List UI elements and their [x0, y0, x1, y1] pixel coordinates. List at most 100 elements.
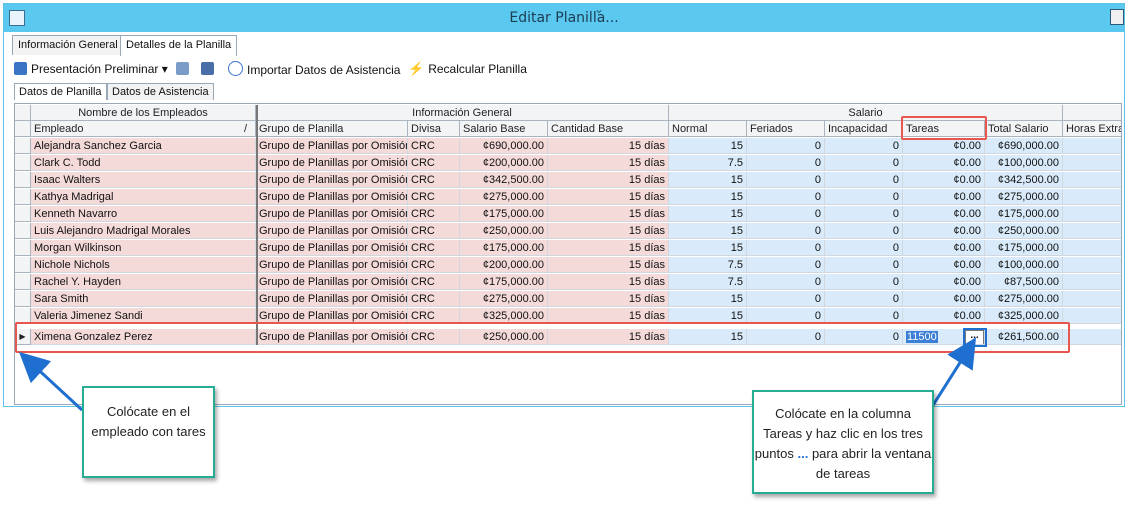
cell-incapacidad[interactable]: 0 — [825, 189, 903, 205]
selected-row-indicator-icon[interactable]: ▶ — [15, 329, 31, 345]
cell-empleado[interactable]: Kathya Madrigal — [31, 189, 256, 205]
cell-tareas[interactable]: ¢0.00 — [903, 291, 985, 307]
cell-feriados[interactable]: 0 — [747, 240, 825, 256]
row-header[interactable] — [15, 257, 31, 273]
cell-salario-base[interactable]: ¢175,000.00 — [460, 206, 548, 222]
cell-horas-extra[interactable] — [1063, 274, 1121, 290]
cell-horas-extra[interactable] — [1063, 206, 1121, 222]
cell-salario-base[interactable]: ¢175,000.00 — [460, 274, 548, 290]
cell-empleado[interactable]: Morgan Wilkinson — [31, 240, 256, 256]
cell-grupo[interactable]: Grupo de Planillas por Omisión — [256, 223, 408, 239]
cell-grupo[interactable]: Grupo de Planillas por Omisión — [256, 206, 408, 222]
selected-cell-horas-extra[interactable] — [1063, 329, 1121, 345]
cell-total-salario[interactable]: ¢100,000.00 — [985, 155, 1063, 171]
selected-cell-divisa[interactable]: CRC — [408, 329, 460, 345]
cell-horas-extra[interactable] — [1063, 308, 1121, 324]
cell-cantidad-base[interactable]: 15 días — [548, 274, 669, 290]
cell-empleado[interactable]: Kenneth Navarro — [31, 206, 256, 222]
cell-feriados[interactable]: 0 — [747, 138, 825, 154]
selected-cell-total-salario[interactable]: ¢261,500.00 — [985, 329, 1063, 345]
cell-grupo[interactable]: Grupo de Planillas por Omisión — [256, 257, 408, 273]
cell-incapacidad[interactable]: 0 — [825, 291, 903, 307]
tab-datos-asistencia[interactable]: Datos de Asistencia — [107, 83, 214, 100]
cell-feriados[interactable]: 0 — [747, 291, 825, 307]
cell-tareas[interactable]: ¢0.00 — [903, 155, 985, 171]
cell-salario-base[interactable]: ¢175,000.00 — [460, 240, 548, 256]
cell-horas-extra[interactable] — [1063, 240, 1121, 256]
cell-incapacidad[interactable]: 0 — [825, 206, 903, 222]
cell-cantidad-base[interactable]: 15 días — [548, 257, 669, 273]
preview-button[interactable]: Presentación Preliminar ▾ — [14, 61, 168, 77]
cell-cantidad-base[interactable]: 15 días — [548, 206, 669, 222]
cell-empleado[interactable]: Nichole Nichols — [31, 257, 256, 273]
cell-normal[interactable]: 15 — [669, 206, 747, 222]
cell-normal[interactable]: 15 — [669, 223, 747, 239]
cell-incapacidad[interactable]: 0 — [825, 274, 903, 290]
cell-cantidad-base[interactable]: 15 días — [548, 291, 669, 307]
cell-tareas[interactable]: ¢0.00 — [903, 189, 985, 205]
column-header-horas-extra[interactable]: Horas Extra — [1063, 121, 1121, 137]
cell-normal[interactable]: 7.5 — [669, 155, 747, 171]
cell-divisa[interactable]: CRC — [408, 138, 460, 154]
cell-incapacidad[interactable]: 0 — [825, 155, 903, 171]
find-button[interactable] — [176, 61, 193, 77]
cell-total-salario[interactable]: ¢250,000.00 — [985, 223, 1063, 239]
cell-horas-extra[interactable] — [1063, 189, 1121, 205]
cell-incapacidad[interactable]: 0 — [825, 240, 903, 256]
selected-cell-feriados[interactable]: 0 — [747, 329, 825, 345]
cell-tareas[interactable]: ¢0.00 — [903, 172, 985, 188]
cell-tareas[interactable]: ¢0.00 — [903, 240, 985, 256]
cell-divisa[interactable]: CRC — [408, 223, 460, 239]
row-header[interactable] — [15, 223, 31, 239]
cell-salario-base[interactable]: ¢250,000.00 — [460, 223, 548, 239]
cell-incapacidad[interactable]: 0 — [825, 223, 903, 239]
cell-grupo[interactable]: Grupo de Planillas por Omisión — [256, 172, 408, 188]
cell-normal[interactable]: 15 — [669, 138, 747, 154]
cell-normal[interactable]: 15 — [669, 189, 747, 205]
cell-total-salario[interactable]: ¢175,000.00 — [985, 240, 1063, 256]
column-header-cantidad-base[interactable]: Cantidad Base — [548, 121, 669, 137]
cell-empleado[interactable]: Sara Smith — [31, 291, 256, 307]
cell-salario-base[interactable]: ¢275,000.00 — [460, 291, 548, 307]
row-header[interactable] — [15, 172, 31, 188]
cell-horas-extra[interactable] — [1063, 138, 1121, 154]
row-header[interactable] — [15, 274, 31, 290]
tab-detalles-planilla[interactable]: Detalles de la Planilla — [120, 35, 238, 56]
cell-grupo[interactable]: Grupo de Planillas por Omisión — [256, 138, 408, 154]
column-header-divisa[interactable]: Divisa — [408, 121, 460, 137]
chevron-down-icon[interactable]: ⌄ — [594, 3, 605, 16]
cell-feriados[interactable]: 0 — [747, 223, 825, 239]
column-header-grupo[interactable]: Grupo de Planilla — [256, 121, 408, 137]
column-header-total-salario[interactable]: Total Salario — [985, 121, 1063, 137]
cell-feriados[interactable]: 0 — [747, 206, 825, 222]
cell-normal[interactable]: 15 — [669, 240, 747, 256]
cell-tareas[interactable]: ¢0.00 — [903, 206, 985, 222]
row-header[interactable] — [15, 155, 31, 171]
column-header-empleado[interactable]: Empleado / — [31, 121, 256, 137]
cell-normal[interactable]: 15 — [669, 172, 747, 188]
cell-salario-base[interactable]: ¢275,000.00 — [460, 189, 548, 205]
cell-divisa[interactable]: CRC — [408, 155, 460, 171]
cell-normal[interactable]: 7.5 — [669, 274, 747, 290]
column-header-tareas[interactable]: Tareas — [903, 121, 985, 137]
row-header[interactable] — [15, 291, 31, 307]
selected-cell-salario-base[interactable]: ¢250,000.00 — [460, 329, 548, 345]
cell-salario-base[interactable]: ¢200,000.00 — [460, 257, 548, 273]
column-header-normal[interactable]: Normal — [669, 121, 747, 137]
cell-feriados[interactable]: 0 — [747, 274, 825, 290]
cell-salario-base[interactable]: ¢200,000.00 — [460, 155, 548, 171]
cell-feriados[interactable]: 0 — [747, 172, 825, 188]
cell-feriados[interactable]: 0 — [747, 155, 825, 171]
cell-total-salario[interactable]: ¢100,000.00 — [985, 257, 1063, 273]
cell-tareas[interactable]: ¢0.00 — [903, 138, 985, 154]
cell-tareas[interactable]: ¢0.00 — [903, 274, 985, 290]
cell-cantidad-base[interactable]: 15 días — [548, 223, 669, 239]
row-header[interactable] — [15, 206, 31, 222]
tab-datos-planilla[interactable]: Datos de Planilla — [14, 83, 107, 100]
cell-horas-extra[interactable] — [1063, 223, 1121, 239]
selected-cell-cantidad-base[interactable]: 15 días — [548, 329, 669, 345]
column-header-incapacidad[interactable]: Incapacidad — [825, 121, 903, 137]
selected-cell-normal[interactable]: 15 — [669, 329, 747, 345]
cell-empleado[interactable]: Clark C. Todd — [31, 155, 256, 171]
cell-horas-extra[interactable] — [1063, 257, 1121, 273]
